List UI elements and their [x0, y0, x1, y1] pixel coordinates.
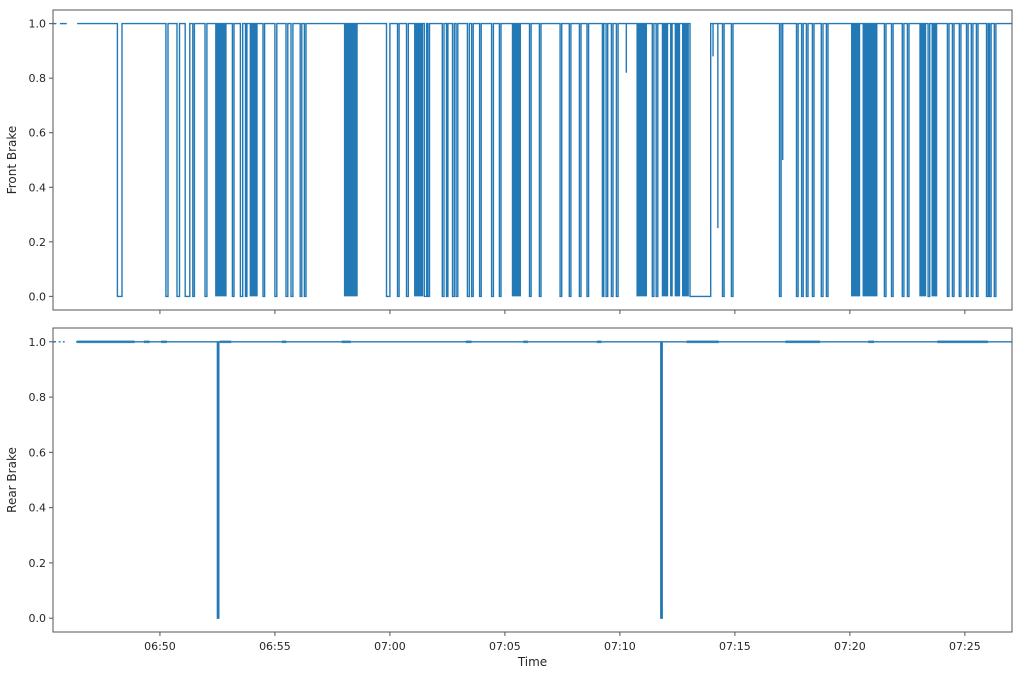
- signal-burst-block: [249, 23, 258, 297]
- signal-burst-block: [851, 23, 861, 297]
- x-tick-label: 07:10: [604, 640, 636, 653]
- signal-burst-block: [414, 23, 424, 297]
- signal-burst-block: [674, 23, 681, 297]
- y-tick-label: 0.0: [29, 612, 47, 625]
- x-tick-label: 07:20: [834, 640, 866, 653]
- y-axis-label: Front Brake: [5, 126, 19, 195]
- rear-brake-axes: 0.0 0.2 0.4 0.6 0.8 1.0 06:50 06:55 07:00 07:05 07…: [5, 327, 1013, 669]
- x-tick-label: 06:50: [144, 640, 176, 653]
- signal-burst-block: [681, 23, 689, 297]
- y-tick-label: 0.4: [29, 502, 47, 515]
- signal-burst-block: [931, 23, 938, 297]
- signal-step-line: [77, 22, 1012, 298]
- signal-step-line: [76, 341, 1012, 619]
- x-tick-label: 06:55: [259, 640, 291, 653]
- signal-burst-block: [215, 23, 227, 297]
- y-tick-label: 0.4: [29, 181, 47, 194]
- signal-burst-block: [919, 23, 927, 297]
- y-tick-label: 0.6: [29, 127, 47, 140]
- x-tick-label: 07:15: [719, 640, 751, 653]
- signal-burst-block: [636, 23, 648, 297]
- axes-spines: [52, 9, 1013, 311]
- y-tick-label: 0.8: [29, 72, 47, 85]
- y-tick-label: 1.0: [29, 18, 47, 31]
- signal-burst-block: [343, 23, 358, 297]
- signal-burst-block: [862, 23, 878, 297]
- y-tick-label: 0.0: [29, 290, 47, 303]
- signal-burst-block: [511, 23, 522, 297]
- front-brake-axes: 0.0 0.2 0.4 0.6 0.8 1.0 Front Brake: [5, 9, 1013, 314]
- y-tick-label: 0.8: [29, 391, 47, 404]
- y-axis-label: Rear Brake: [5, 447, 19, 513]
- x-tick-label: 07:05: [489, 640, 521, 653]
- x-tick-label: 07:25: [949, 640, 981, 653]
- signal-burst-block: [670, 23, 673, 297]
- x-tick-label: 07:00: [374, 640, 406, 653]
- y-tick-label: 0.6: [29, 446, 47, 459]
- y-tick-label: 0.2: [29, 557, 47, 570]
- signal-burst-block: [661, 23, 669, 297]
- x-axis-label: Time: [517, 655, 547, 669]
- axes-spines: [52, 327, 1013, 633]
- y-tick-label: 0.2: [29, 236, 47, 249]
- y-tick-label: 1.0: [29, 336, 47, 349]
